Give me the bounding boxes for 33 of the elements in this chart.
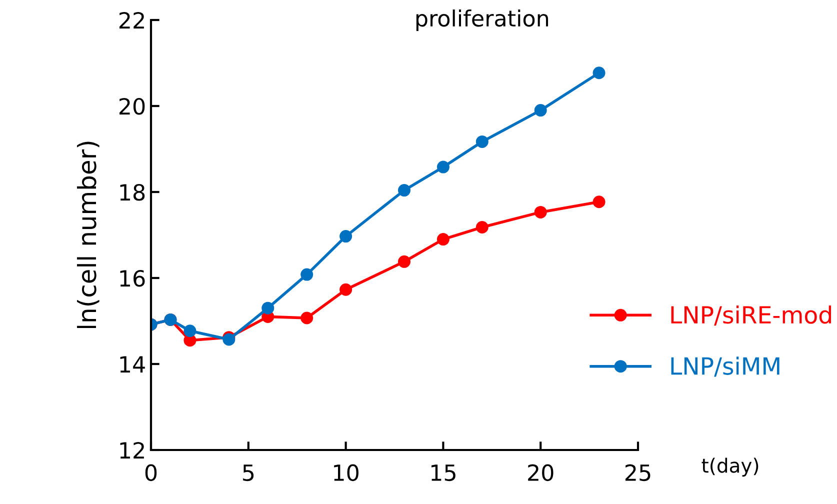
legend-label: LNP/siMM [671, 356, 780, 377]
point [534, 206, 547, 218]
point [436, 160, 450, 174]
point [476, 135, 488, 148]
point [300, 312, 314, 324]
point [592, 66, 606, 80]
point [534, 104, 547, 117]
y-tick-label: 12 [120, 442, 144, 458]
x-tick-label: 10 [334, 464, 358, 482]
point [592, 196, 606, 208]
x-tick-label: 15 [432, 464, 456, 482]
x-tick-label: 0 [145, 464, 157, 482]
chart-title: proliferation [416, 10, 548, 32]
legend-label: LNP/siRE-mod [671, 305, 831, 326]
point [476, 221, 488, 234]
point [300, 268, 314, 281]
point [398, 184, 410, 197]
point [436, 233, 450, 246]
point [262, 302, 274, 314]
y-tick-label: 22 [119, 12, 144, 28]
x-axis-title: t(day) [702, 458, 758, 477]
x-tick-label: 25 [625, 464, 650, 482]
y-axis-title: ln(cell number) [77, 142, 100, 328]
y-tick-label: 20 [119, 98, 145, 115]
point [340, 230, 352, 243]
y-tick-label: 16 [120, 270, 145, 287]
point [340, 283, 352, 296]
y-tick-label: 18 [120, 184, 145, 201]
point [398, 255, 410, 268]
x-tick-label: 5 [243, 464, 254, 482]
y-tick-label: 14 [120, 356, 145, 372]
point [184, 324, 196, 338]
x-tick-label: 20 [528, 464, 554, 482]
